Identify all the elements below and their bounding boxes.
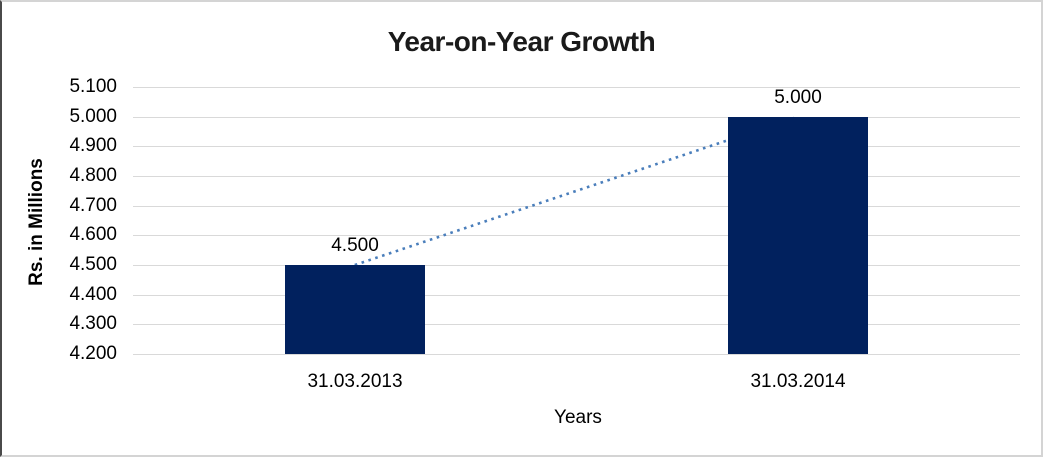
bar-31.03.2014	[728, 117, 868, 354]
y-tick-label: 4.300	[69, 313, 117, 334]
gridline	[133, 265, 1020, 266]
bar-31.03.2013	[285, 265, 425, 354]
gridline	[133, 206, 1020, 207]
gridline	[133, 324, 1020, 325]
x-tick-label: 31.03.2014	[750, 371, 846, 392]
bar-value-label: 4.500	[331, 235, 379, 256]
x-axis-title: Years	[554, 407, 602, 428]
y-tick-label: 5.000	[69, 106, 117, 127]
x-tick-label: 31.03.2013	[307, 371, 403, 392]
gridline	[133, 176, 1020, 177]
y-tick-label: 4.400	[69, 284, 117, 305]
y-tick-label: 4.900	[69, 135, 117, 156]
y-tick-label: 4.600	[69, 224, 117, 245]
y-tick-label: 4.700	[69, 195, 117, 216]
y-tick-label: 5.100	[69, 76, 117, 97]
bar-value-label: 5.000	[774, 87, 822, 108]
gridline	[133, 146, 1020, 147]
gridline	[133, 87, 1020, 88]
gridline	[133, 354, 1020, 355]
chart-title: Year-on-Year Growth	[387, 26, 656, 57]
gridline	[133, 117, 1020, 118]
gridline	[133, 295, 1020, 296]
gridline	[133, 235, 1020, 236]
y-tick-label: 4.500	[69, 254, 117, 275]
y-tick-label: 4.200	[69, 343, 117, 364]
y-tick-label: 4.800	[69, 165, 117, 186]
